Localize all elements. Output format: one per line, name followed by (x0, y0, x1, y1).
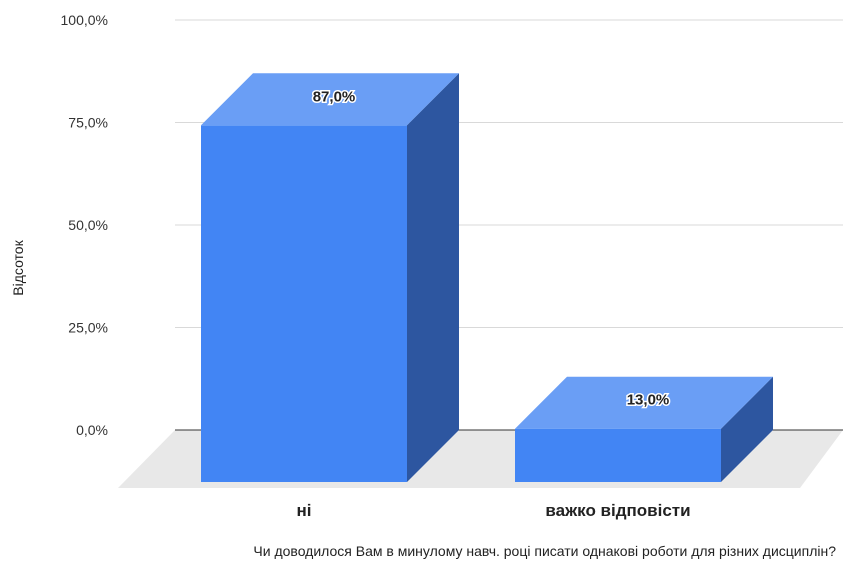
y-tick-label: 0,0% (76, 422, 108, 438)
bar-side (407, 73, 459, 483)
y-tick-label: 100,0% (61, 12, 108, 28)
bar-0 (201, 73, 459, 483)
x-axis-title: Чи доводилося Вам в минулому навч. році … (253, 543, 836, 559)
data-label-ni: 87,0% (313, 88, 356, 105)
y-tick-labels: 100,0% 75,0% 50,0% 25,0% 0,0% (61, 12, 108, 438)
y-tick-label: 75,0% (68, 115, 108, 131)
bar-side (721, 376, 773, 482)
x-tick-label: ні (297, 501, 312, 520)
y-axis-title: Відсоток (10, 239, 26, 295)
bar-front (201, 125, 407, 483)
y-tick-label: 50,0% (68, 217, 108, 233)
x-tick-label: важко відповісти (545, 501, 690, 520)
bar-front (515, 428, 721, 482)
bars (201, 73, 773, 483)
y-tick-label: 25,0% (68, 320, 108, 336)
bar-top (201, 73, 459, 126)
bar-1 (515, 376, 773, 482)
bar-top (515, 376, 773, 429)
data-label-vazhko: 13,0% (627, 392, 670, 409)
